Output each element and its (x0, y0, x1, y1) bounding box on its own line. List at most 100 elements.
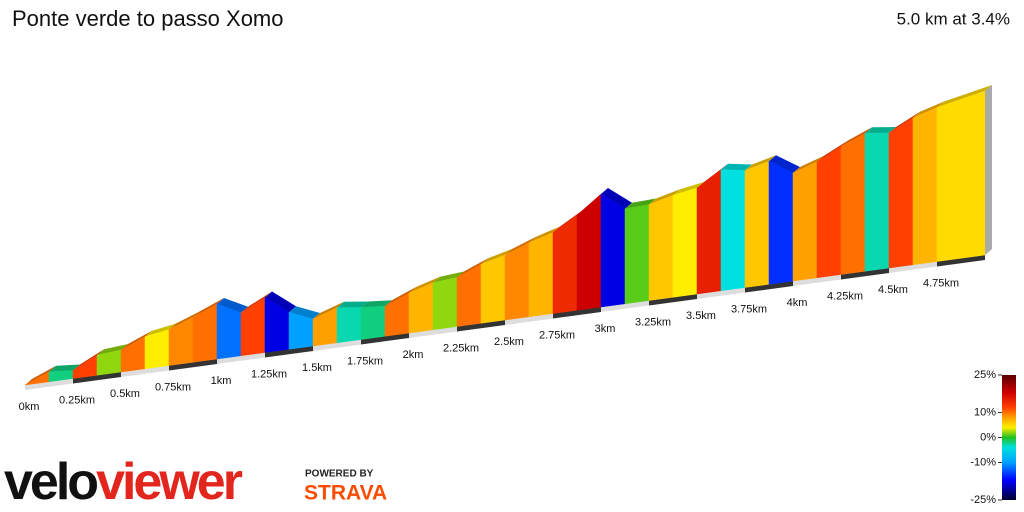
base-band (697, 287, 745, 299)
profile-stripe (888, 117, 914, 269)
x-tick-label: 4.75km (923, 277, 959, 289)
profile-top (289, 306, 320, 319)
logo-a: velo (4, 453, 97, 511)
base-band (793, 274, 841, 286)
profile-top (241, 291, 272, 313)
profile-stripe (480, 254, 506, 324)
base-band (841, 268, 889, 280)
profile-top (841, 127, 872, 147)
base-band (313, 339, 361, 351)
profile-top (337, 301, 368, 308)
x-tick-label: 4km (787, 297, 808, 309)
profile-stripe (792, 161, 818, 282)
base-band (169, 359, 217, 371)
x-tick-label: 0km (19, 401, 40, 413)
base-band (25, 378, 73, 390)
x-tick-label: 3.25km (635, 316, 671, 328)
profile-top (745, 155, 776, 171)
profile-top (625, 198, 656, 209)
profile-stripe (768, 160, 794, 285)
colorbar (1002, 375, 1016, 500)
base-band (745, 281, 793, 293)
profile-top (73, 349, 104, 371)
colorbar-label: 25% (974, 369, 996, 381)
x-tick-label: 2.25km (443, 342, 479, 354)
base-band (409, 326, 457, 338)
profile-top (937, 93, 968, 108)
chart-title: Ponte verde to passo Xomo (12, 6, 284, 31)
profile-stripe (936, 98, 962, 262)
colorbar-label: -10% (970, 456, 996, 468)
profile-end (985, 85, 992, 255)
profile-stripe (360, 305, 386, 340)
profile-stripe (552, 214, 578, 314)
profile-stripe (648, 194, 674, 301)
base-band (217, 352, 265, 364)
profile-top (793, 155, 824, 173)
profile-stripe (600, 193, 626, 308)
x-tick-label: 2km (403, 349, 424, 361)
profile-stripe (576, 193, 602, 311)
profile-top (145, 323, 176, 337)
x-tick-label: 0.75km (155, 381, 191, 393)
profile-stripe (720, 169, 746, 292)
base-band (361, 333, 409, 345)
profile-stripe (624, 204, 650, 305)
profile-top (313, 301, 344, 319)
profile-stripe (432, 277, 458, 331)
colorbar-label: 10% (974, 406, 996, 418)
powered-by: POWERED BY (305, 469, 374, 480)
logo: veloviewer (4, 453, 243, 511)
profile-top (409, 276, 440, 293)
base-band (73, 372, 121, 384)
profile-stripe (912, 107, 938, 266)
profile-top (601, 188, 632, 209)
profile-top (769, 155, 800, 173)
x-tick-label: 1km (211, 375, 232, 387)
profile-top (649, 189, 680, 205)
x-tick-label: 0.25km (59, 394, 95, 406)
profile-top (913, 101, 944, 118)
profile-top (217, 298, 248, 313)
x-tick-label: 2.75km (539, 329, 575, 341)
x-tick-label: 1.5km (302, 362, 332, 374)
profile-top (889, 111, 920, 133)
strava: STRAVA (304, 482, 387, 505)
base-band (937, 255, 985, 267)
profile-top (193, 298, 224, 318)
profile-top (721, 163, 752, 171)
base-band (601, 300, 649, 312)
x-tick-label: 4.25km (827, 290, 863, 302)
profile-stripe (744, 160, 770, 288)
profile-top (385, 287, 416, 307)
profile-stripe (504, 242, 530, 321)
base-band (457, 320, 505, 332)
base-band (889, 261, 937, 273)
x-tick-label: 0.5km (110, 388, 140, 400)
profile-stripe (864, 132, 890, 272)
profile-top (817, 140, 848, 162)
profile-top (865, 127, 896, 134)
profile-top (25, 365, 56, 385)
base-band (505, 313, 553, 325)
profile-stripe (192, 303, 218, 363)
profile-stripe (696, 169, 722, 295)
x-tick-label: 1.75km (347, 355, 383, 367)
profile-stripe (336, 307, 362, 344)
profile-top (481, 249, 512, 265)
colorbar-label: -25% (970, 494, 996, 506)
profile-top (505, 236, 536, 255)
profile-top (457, 258, 488, 278)
profile-top (265, 291, 296, 313)
base-band (121, 365, 169, 377)
profile-top (97, 344, 128, 356)
x-tick-label: 3km (595, 323, 616, 335)
profile-stripe (216, 303, 242, 360)
profile-top (169, 311, 200, 330)
x-tick-label: 3.5km (686, 310, 716, 322)
base-band (649, 294, 697, 306)
profile-top (121, 330, 152, 350)
x-tick-label: 3.75km (731, 303, 767, 315)
profile-top (433, 271, 464, 283)
